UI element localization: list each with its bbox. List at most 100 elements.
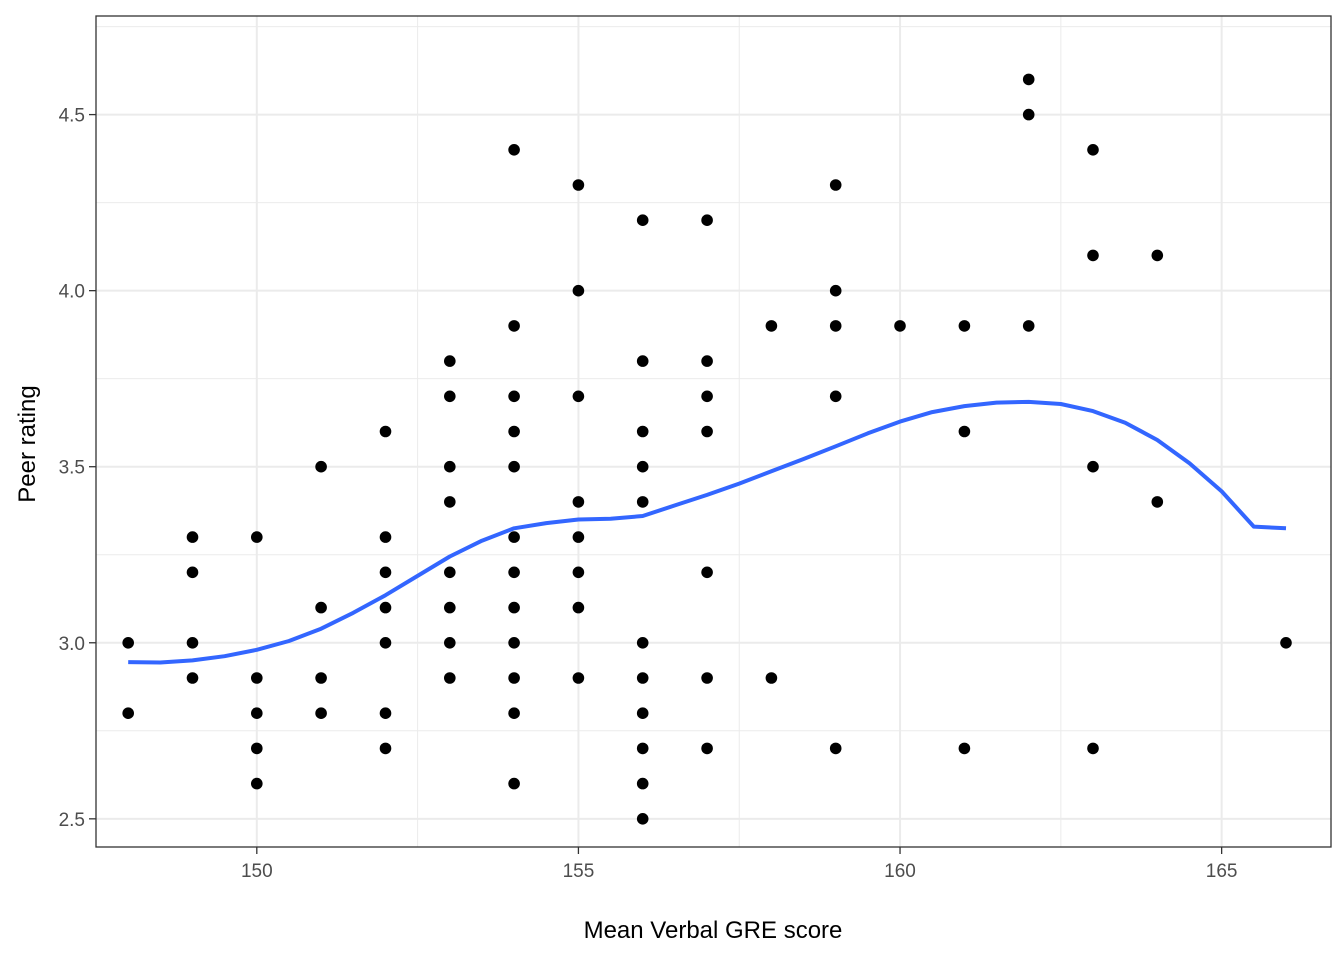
data-point bbox=[250, 777, 263, 790]
data-point bbox=[444, 355, 456, 367]
data-point bbox=[958, 425, 971, 438]
minor-grid bbox=[95, 16, 1331, 847]
data-point bbox=[508, 566, 520, 579]
y-tick-label: 2.5 bbox=[59, 810, 85, 831]
panel-border bbox=[95, 15, 1332, 848]
data-point bbox=[508, 672, 520, 684]
data-point bbox=[444, 496, 456, 508]
data-point bbox=[636, 707, 649, 719]
points-layer bbox=[122, 73, 1292, 825]
y-tick-label: 3.5 bbox=[59, 458, 85, 479]
x-tick-label: 160 bbox=[884, 861, 916, 882]
data-point bbox=[508, 707, 520, 719]
data-point bbox=[894, 320, 906, 332]
data-point bbox=[636, 813, 649, 825]
y-tick-label: 4.5 bbox=[59, 106, 85, 127]
x-tick-label: 150 bbox=[241, 861, 273, 882]
data-point bbox=[636, 496, 649, 508]
data-point bbox=[572, 496, 585, 508]
data-point bbox=[572, 179, 585, 191]
data-point bbox=[1280, 637, 1292, 649]
data-point bbox=[701, 390, 713, 403]
data-point bbox=[444, 460, 456, 473]
data-point bbox=[572, 531, 585, 543]
data-point bbox=[636, 460, 649, 473]
data-point bbox=[1151, 496, 1164, 508]
data-point bbox=[636, 214, 649, 226]
data-point bbox=[186, 637, 199, 649]
data-point bbox=[315, 707, 327, 719]
data-point bbox=[1022, 108, 1035, 121]
data-point bbox=[444, 566, 456, 579]
x-tick-label: 165 bbox=[1206, 861, 1238, 882]
data-point bbox=[379, 566, 392, 579]
y-axis: 2.5 3.0 3.5 4.0 4.5 bbox=[59, 106, 96, 831]
data-point bbox=[765, 320, 778, 332]
data-point bbox=[636, 672, 649, 684]
data-point bbox=[508, 531, 520, 543]
y-tick-label: 4.0 bbox=[59, 282, 85, 303]
data-point bbox=[250, 531, 263, 543]
data-point bbox=[701, 672, 713, 684]
data-point bbox=[701, 425, 713, 438]
data-point bbox=[444, 637, 456, 649]
loess-smooth-line bbox=[128, 399, 1287, 665]
data-point bbox=[250, 742, 263, 755]
data-point bbox=[636, 637, 649, 649]
data-point bbox=[186, 531, 199, 543]
data-point bbox=[572, 672, 585, 684]
x-axis-title: Mean Verbal GRE score bbox=[584, 917, 843, 944]
data-point bbox=[701, 214, 713, 226]
data-point bbox=[1087, 460, 1099, 473]
data-point bbox=[701, 355, 713, 367]
data-point bbox=[508, 425, 520, 438]
data-point bbox=[122, 707, 134, 719]
data-point bbox=[508, 320, 520, 332]
data-point bbox=[315, 672, 327, 684]
data-point bbox=[122, 637, 134, 649]
data-point bbox=[379, 707, 392, 719]
data-point bbox=[508, 144, 520, 156]
data-point bbox=[250, 672, 263, 684]
data-point bbox=[701, 566, 713, 579]
data-point bbox=[701, 742, 713, 755]
data-point bbox=[379, 742, 392, 755]
data-point bbox=[572, 566, 585, 579]
data-point bbox=[1087, 742, 1099, 755]
data-point bbox=[1022, 320, 1035, 332]
data-point bbox=[444, 672, 456, 684]
data-point bbox=[250, 707, 263, 719]
data-point bbox=[315, 460, 327, 473]
plot-background bbox=[96, 16, 1331, 847]
data-point bbox=[186, 672, 199, 684]
data-point bbox=[379, 425, 392, 438]
data-point bbox=[379, 637, 392, 649]
data-point bbox=[636, 425, 649, 438]
data-point bbox=[1087, 144, 1099, 156]
data-point bbox=[765, 672, 778, 684]
data-point bbox=[444, 390, 456, 403]
smooth-curve-layer bbox=[128, 399, 1287, 665]
data-point bbox=[829, 179, 842, 191]
data-point bbox=[508, 601, 520, 614]
data-point bbox=[572, 390, 585, 403]
data-point bbox=[829, 284, 842, 297]
data-point bbox=[315, 601, 327, 614]
y-tick-label: 3.0 bbox=[59, 634, 85, 655]
data-point bbox=[379, 531, 392, 543]
data-point bbox=[572, 601, 585, 614]
y-axis-title: Peer rating bbox=[14, 385, 41, 502]
major-grid bbox=[96, 16, 1331, 847]
data-point bbox=[444, 601, 456, 614]
data-point bbox=[572, 284, 585, 297]
data-point bbox=[636, 355, 649, 367]
data-point bbox=[636, 742, 649, 755]
x-axis: 150 155 160 165 bbox=[241, 847, 1238, 882]
data-point bbox=[508, 460, 520, 473]
data-point bbox=[379, 601, 392, 614]
data-point bbox=[508, 637, 520, 649]
data-point bbox=[508, 777, 520, 790]
data-point bbox=[829, 742, 842, 755]
data-point bbox=[958, 320, 971, 332]
